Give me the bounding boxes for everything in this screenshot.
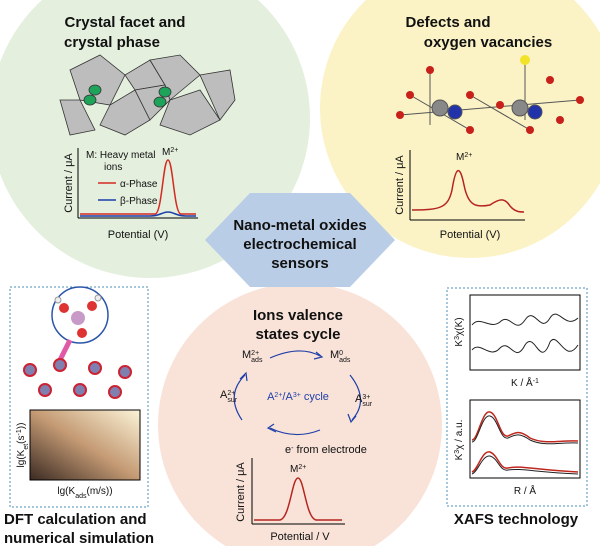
panel-title: oxygen vacancies <box>424 34 552 51</box>
y-label: lg(Ket(s-1)) <box>16 423 30 468</box>
panel-title: states cycle <box>255 326 340 343</box>
label-sup: 2+ <box>227 390 235 397</box>
x-label: R / Å <box>514 484 537 497</box>
label-sup: -1 <box>533 378 539 385</box>
panel-title: DFT calculation and <box>4 511 147 528</box>
label-sup: 3 <box>454 450 461 454</box>
panel-title: Crystal facet and <box>65 14 186 31</box>
label-part: cycle <box>301 391 329 403</box>
label-sub: sur <box>227 397 237 404</box>
label-part: A <box>267 391 275 403</box>
label-part: (s <box>16 435 27 443</box>
crystal-structure <box>59 54 236 136</box>
label-part: lg(K <box>57 486 75 497</box>
legend-label: β-Phase <box>120 196 158 207</box>
species-label: M2+ ads <box>242 349 263 364</box>
species-label: M0 ads <box>330 349 351 364</box>
panel-title: Defects and <box>405 14 490 31</box>
cycle-circle <box>158 283 442 546</box>
panel-title: crystal phase <box>64 34 160 51</box>
peak-label: M2+ <box>456 152 472 164</box>
x-label: Potential (V) <box>440 229 501 241</box>
label-sup: 3+ <box>362 394 370 401</box>
note: ions <box>104 162 122 173</box>
electron-label: e- from electrode <box>285 444 367 456</box>
cycle-arrows <box>233 350 362 436</box>
label-sup: -1 <box>16 429 23 435</box>
label-part: lg(K <box>16 449 27 467</box>
cycle-label: A2+/A3+ cycle <box>267 391 329 403</box>
label-sup: 2+ <box>251 350 259 357</box>
center-hexagon <box>205 193 395 287</box>
label-part: K / Å <box>511 376 533 389</box>
center-text: Nano-metal oxides <box>233 217 366 234</box>
label-sub: ads <box>75 493 87 500</box>
label-sub: ads <box>339 357 351 364</box>
label-part: M <box>330 349 339 361</box>
defects-circle <box>320 0 600 258</box>
label-sub: sur <box>362 401 372 408</box>
label-part: /A <box>282 391 293 403</box>
x-label: lg(Kads(m/s)) <box>57 486 112 500</box>
label-part: M <box>242 349 251 361</box>
note: M: Heavy metal <box>86 150 155 161</box>
center-text: sensors <box>271 255 329 272</box>
label-part: K <box>454 340 465 347</box>
dft-map <box>29 409 141 481</box>
label-sup: 3+ <box>293 392 301 399</box>
label-part: A <box>220 389 228 401</box>
peak-label-base: M <box>290 464 298 475</box>
x-label: K / Å-1 <box>511 376 539 389</box>
xafs-box <box>446 287 588 507</box>
label-sup: - <box>291 445 294 452</box>
label-part: χ(K) <box>454 317 465 336</box>
label-sub: ads <box>251 357 263 364</box>
panel-title: Ions valence <box>253 307 343 324</box>
defect-structure <box>396 55 584 134</box>
panel-title: numerical simulation <box>4 530 154 546</box>
label-sub: et <box>23 444 30 450</box>
center-text: electrochemical <box>243 236 356 253</box>
peak-label-base: M <box>456 152 464 163</box>
cycle-plot <box>251 458 345 525</box>
peak-label-sup: 2+ <box>464 152 472 159</box>
x-label: Potential (V) <box>108 229 169 241</box>
defects-plot <box>409 150 525 221</box>
peak-label: M2+ <box>290 464 306 476</box>
label-sup: 0 <box>339 350 343 357</box>
label-part: A <box>355 393 363 405</box>
label-part: from electrode <box>293 444 366 456</box>
xafs-plots <box>469 294 581 479</box>
peak-label-sup: 2+ <box>170 147 178 154</box>
dft-structure <box>23 286 132 399</box>
y-label: Current / μA <box>394 155 406 215</box>
y-label: K3χ / a.u. <box>454 420 466 461</box>
y-label: Current / μA <box>63 153 75 213</box>
panel-title: XAFS technology <box>454 511 579 528</box>
peak-label-sup: 2+ <box>298 464 306 471</box>
x-label: Potential / V <box>270 531 330 543</box>
label-part: )) <box>16 423 27 430</box>
label-part: (m/s)) <box>86 486 112 497</box>
label-sup: 3 <box>454 336 461 340</box>
peak-label-base: M <box>162 147 170 158</box>
label-part: χ / a.u. <box>454 420 465 450</box>
label-sup: 2+ <box>274 392 282 399</box>
label-part: e <box>285 444 291 456</box>
y-label: K3χ(K) <box>454 317 466 346</box>
legend-label: α-Phase <box>120 179 158 190</box>
species-label: A3+ sur <box>355 393 373 408</box>
species-label: A2+ sur <box>220 389 238 404</box>
crystal-plot <box>77 148 198 219</box>
label-part: K <box>454 453 465 460</box>
y-label: Current / μA <box>235 462 247 522</box>
peak-label: M2+ <box>162 147 178 159</box>
